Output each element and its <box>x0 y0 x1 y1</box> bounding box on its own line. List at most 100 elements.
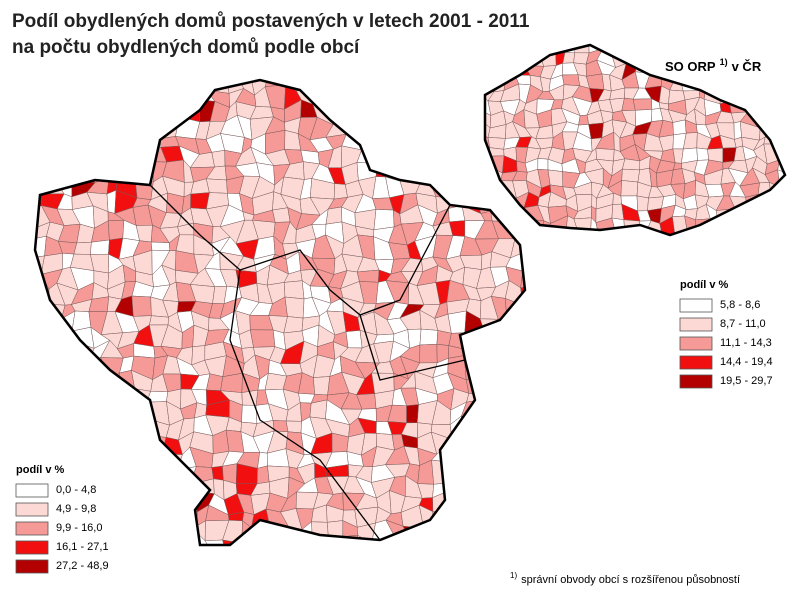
area-patch <box>520 408 525 426</box>
area-patch <box>325 206 343 225</box>
area-patch <box>42 133 66 156</box>
area-patch <box>326 520 344 543</box>
area-patch <box>766 45 784 56</box>
area-patch <box>791 87 800 104</box>
area-patch <box>73 466 96 485</box>
area-patch <box>459 535 477 545</box>
area-patch <box>86 432 106 448</box>
area-patch <box>512 219 532 234</box>
area-patch <box>476 553 496 572</box>
area-patch <box>544 553 556 572</box>
area-patch <box>358 555 377 571</box>
area-patch <box>459 146 484 167</box>
area-patch <box>535 393 553 409</box>
area-patch <box>489 489 510 508</box>
area-patch <box>75 370 95 395</box>
legend: podíl v % 0,0 - 4,8 4,9 - 9,8 9,9 - 16,0 16,… <box>15 464 109 574</box>
area-patch <box>84 399 106 421</box>
district-boundary <box>229 269 381 541</box>
area-patch <box>175 552 194 569</box>
area-patch <box>505 465 525 480</box>
area-patch <box>463 347 484 357</box>
area-patch <box>460 507 482 527</box>
area-patch <box>450 535 469 545</box>
area-patch <box>35 374 48 388</box>
area-patch <box>790 180 800 195</box>
area-patch <box>520 253 525 272</box>
area-patch <box>460 522 477 543</box>
area-patch <box>101 387 125 408</box>
area-patch <box>507 416 525 438</box>
area-patch <box>164 496 185 511</box>
area-patch <box>164 506 185 525</box>
area-patch <box>691 230 711 235</box>
area-patch <box>46 386 61 403</box>
area-patch <box>485 168 496 183</box>
area-patch <box>402 535 420 545</box>
area-patch <box>742 220 758 235</box>
area-patch <box>447 445 466 471</box>
area-patch <box>105 523 124 545</box>
area-patch <box>59 401 75 421</box>
area-patch <box>505 446 525 471</box>
area-patch <box>423 165 435 182</box>
area-patch <box>130 461 152 480</box>
area-patch <box>180 481 191 498</box>
area-patch <box>35 386 50 406</box>
area-patch <box>542 239 559 260</box>
area-patch <box>510 540 525 545</box>
area-patch <box>407 148 424 169</box>
area-patch <box>131 120 154 136</box>
area-patch <box>234 539 255 545</box>
area-patch <box>63 130 71 156</box>
area-patch <box>71 326 95 349</box>
area-patch <box>460 447 480 471</box>
area-patch <box>404 80 423 94</box>
area-patch <box>794 74 800 90</box>
area-patch <box>55 106 78 117</box>
area-patch <box>488 192 503 210</box>
area-patch <box>373 80 395 94</box>
area-patch <box>494 356 511 374</box>
area-patch <box>145 84 171 107</box>
area-patch <box>671 242 685 260</box>
legend-swatch <box>15 540 49 555</box>
area-patch <box>788 240 800 259</box>
area-patch <box>621 168 640 183</box>
area-patch <box>659 216 676 235</box>
area-patch <box>419 328 439 346</box>
area-patch <box>742 85 760 104</box>
area-patch <box>508 341 525 362</box>
area-patch <box>765 74 783 90</box>
area-patch <box>538 45 556 51</box>
area-patch <box>100 459 123 482</box>
area-patch <box>45 114 65 140</box>
area-patch <box>493 553 512 572</box>
area-patch <box>537 355 559 379</box>
area-patch <box>316 551 332 571</box>
area-patch <box>668 45 686 56</box>
area-patch <box>99 85 122 107</box>
area-patch <box>495 61 507 76</box>
area-patch <box>60 430 75 455</box>
area-patch <box>145 102 165 125</box>
area-patch <box>35 356 48 380</box>
area-patch <box>433 153 449 167</box>
area-patch <box>506 526 525 543</box>
area-patch <box>149 536 169 545</box>
area-patch <box>446 80 470 91</box>
area-patch <box>501 204 514 222</box>
area-patch <box>449 474 471 492</box>
area-patch <box>388 85 409 108</box>
area-patch <box>727 45 747 56</box>
legend-label: 8,7 - 11,0 <box>720 318 766 330</box>
area-patch <box>633 51 646 69</box>
area-patch <box>161 536 184 545</box>
area-patch <box>482 477 498 499</box>
area-patch <box>508 357 525 376</box>
title: na počtu obydlených domů podle obcí <box>12 37 360 58</box>
area-patch <box>764 87 783 101</box>
area-patch <box>35 339 47 361</box>
area-patch <box>778 120 785 138</box>
area-patch <box>505 48 516 67</box>
